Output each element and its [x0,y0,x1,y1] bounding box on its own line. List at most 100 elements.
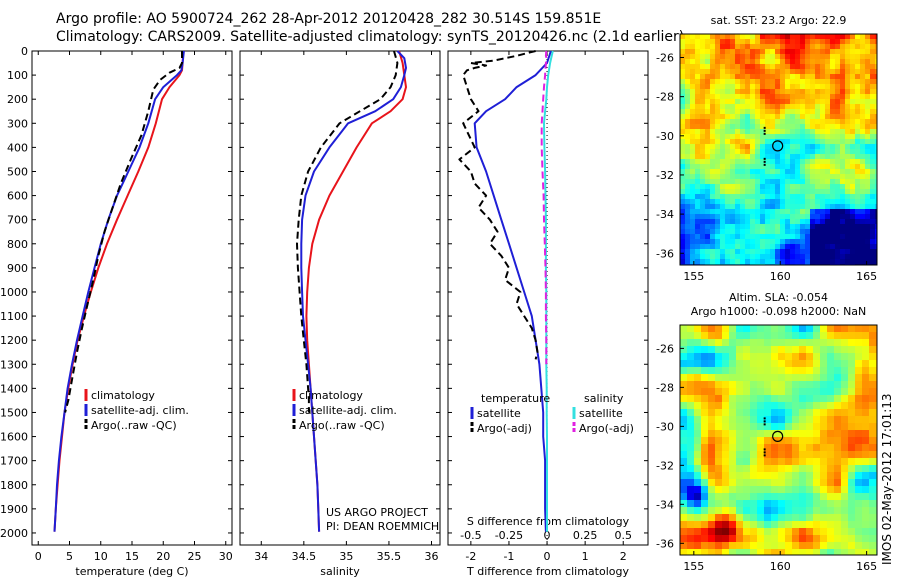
float-track-dot [763,451,766,454]
depth-tick-label: 900 [7,262,28,275]
s-tick-label: -0.5 [460,529,481,542]
x-tick-label: -2 [465,550,476,563]
x-tick-label: 10 [94,550,108,563]
legend-climatology-label: climatology [91,389,155,402]
depth-tick-label: 1400 [0,382,28,395]
float-track-dot [763,423,766,426]
lat-tick-label: -26 [656,342,674,355]
depth-tick-label: 1100 [0,310,28,323]
temperature-frame [31,50,233,546]
salinity-panel: 34 34.5 35 35.5 36 salinity climatology satelli… [239,50,441,578]
depth-tick-label: 1700 [0,455,28,468]
x-axis-label: temperature (deg C) [75,565,188,578]
depth-tick-label: 100 [7,69,28,82]
lat-tick-label: -36 [656,247,674,260]
series-s_satellite-line [543,50,554,532]
x-axis-label: T difference from climatology [466,565,629,578]
sst-map-field [680,34,877,265]
legend-s-argo-label: Argo(-adj) [579,422,634,435]
sla-map-frame [679,324,878,556]
x-tick-label: 36 [424,550,438,563]
sla-map-subtitle: Argo h1000: -0.098 h2000: NaN [691,305,867,318]
x-tick-label: 34.5 [292,550,317,563]
lon-tick-label: 155 [683,560,704,573]
series-satellite-line [300,50,407,532]
float-track-dot [763,157,766,160]
x-tick-label: 30 [219,550,233,563]
lon-tick-label: 165 [856,270,877,283]
x-tick-label: 1 [582,550,589,563]
depth-tick-label: 1800 [0,479,28,492]
depth-tick-label: 1000 [0,286,28,299]
float-track-dot [763,126,766,129]
legend-satellite-label: satellite-adj. clim. [299,404,397,417]
depth-tick-label: 1900 [0,503,28,516]
depth-tick-label: 1300 [0,358,28,371]
sla-map-field [680,325,877,555]
x-tick-label: 0 [544,550,551,563]
series-satellite-line [53,50,185,532]
lat-tick-label: -28 [656,91,674,104]
depth-tick-label: 400 [7,141,28,154]
x-tick-label: 0 [35,550,42,563]
legend-t-satellite-label: satellite [477,407,521,420]
float-track-dot [763,160,766,163]
legend-temperature-header: temperature [481,392,550,405]
float-track-dot [763,417,766,420]
profile-title: Argo profile: AO 5900724_262 28-Apr-2012… [56,11,602,27]
lat-tick-label: -32 [656,169,674,182]
salinity-frame [239,50,441,546]
lat-tick-label: -28 [656,381,674,394]
depth-tick-label: 2000 [0,527,28,540]
x-tick-label: 34 [254,550,268,563]
series-t_satellite-line [473,50,552,532]
sst-map-frame [679,33,878,266]
lon-tick-label: 155 [683,270,704,283]
float-track-dot [763,163,766,166]
x-tick-label: 35 [339,550,353,563]
project-label: US ARGO PROJECT [326,506,428,519]
legend-argo-label: Argo(..raw -QC) [299,419,385,432]
lat-tick-label: -32 [656,459,674,472]
legend-argo-label: Argo(..raw -QC) [91,419,177,432]
lon-tick-label: 160 [770,270,791,283]
x-tick-label: 20 [156,550,170,563]
sst-map: 155 160 165 -26 -28 -30 -32 -34 -36 sat. SST: 23.… [656,14,878,283]
depth-tick-label: 0 [21,45,28,58]
series-s_argo-line [540,50,548,365]
depth-tick-label: 1500 [0,406,28,419]
lat-tick-label: -36 [656,537,674,550]
float-track-dot [763,132,766,135]
s-axis-label: S difference from climatology [467,515,630,528]
legend-t-argo-label: Argo(-adj) [477,422,532,435]
lat-tick-label: -30 [656,130,674,143]
depth-tick-label: 500 [7,165,28,178]
x-tick-label: 25 [188,550,202,563]
x-axis-label: salinity [320,565,360,578]
lon-tick-label: 165 [856,560,877,573]
float-track-dot [763,448,766,451]
depth-tick-label: 700 [7,214,28,227]
depth-tick-label: 1600 [0,431,28,444]
legend-climatology-label: climatology [299,389,363,402]
float-track-dot [763,129,766,132]
series-t_argo-line [458,50,539,360]
legend-salinity-header: salinity [584,392,624,405]
x-tick-label: 15 [125,550,139,563]
lat-tick-label: -26 [656,51,674,64]
argo-float-marker [772,430,784,442]
x-tick-label: 5 [66,550,73,563]
x-tick-label: -1 [503,550,514,563]
series-argo-line [64,51,183,413]
lat-tick-label: -34 [656,498,674,511]
sla-map: 155 160 165 -26 -28 -30 -32 -34 -36 Altim. SLA: -… [656,291,878,573]
depth-tick-label: 800 [7,238,28,251]
depth-tick-label: 300 [7,117,28,130]
imos-timestamp: IMOS 02-May-2012 17:01:13 [880,393,894,565]
pi-label: PI: DEAN ROEMMICH [326,520,439,533]
legend-s-satellite-label: satellite [579,407,623,420]
argo-float-marker [772,140,784,152]
s-tick-label: -0.25 [495,529,523,542]
